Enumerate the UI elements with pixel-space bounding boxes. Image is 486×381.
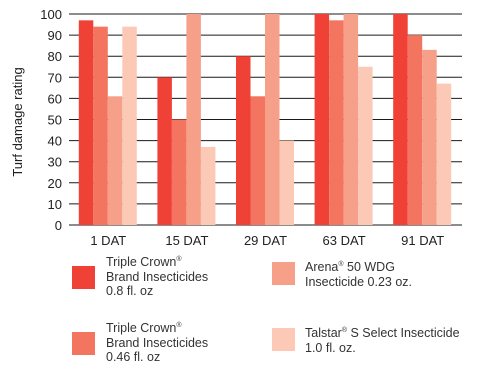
bar: [265, 14, 280, 225]
bar: [393, 14, 408, 225]
legend-swatch: [72, 266, 95, 289]
y-tick-label: 70: [48, 70, 62, 85]
legend-swatch: [72, 332, 95, 355]
y-tick-label: 0: [55, 218, 62, 233]
y-tick-label: 60: [48, 91, 62, 106]
y-tick-label: 10: [48, 197, 62, 212]
bar: [329, 20, 344, 225]
legend-label: Arena® 50 WDG Insecticide 0.23 oz.: [305, 260, 413, 289]
bar: [422, 49, 437, 226]
legend-item-triple-crown-0-8: Triple Crown® Brand Insecticides 0.8 fl.…: [72, 255, 208, 299]
legend-swatch: [272, 328, 295, 351]
y-axis-label: Turf damage rating: [10, 67, 25, 176]
bar: [343, 14, 359, 225]
legend-label: Talstar® S Select Insecticide 1.0 fl. oz…: [305, 326, 460, 355]
legend-item-triple-crown-0-46: Triple Crown® Brand Insecticides 0.46 fl…: [72, 321, 208, 365]
bar: [200, 146, 216, 225]
bar: [93, 26, 108, 225]
bar: [122, 26, 137, 225]
x-axis-ticks: 1 DAT 15 DAT 29 DAT 63 DAT 91 DAT: [90, 233, 444, 248]
y-tick-label: 50: [48, 113, 62, 128]
y-axis-ticks: 0 10 20 30 40 50 60 70 80 90 100: [40, 7, 62, 233]
bar: [78, 20, 94, 225]
x-tick-label: 63 DAT: [323, 233, 366, 248]
legend-item-talstar: Talstar® S Select Insecticide 1.0 fl. oz…: [272, 321, 460, 355]
x-tick-label: 29 DAT: [244, 233, 287, 248]
bars: [78, 14, 452, 226]
legend-item-arena: Arena® 50 WDG Insecticide 0.23 oz.: [272, 255, 412, 289]
x-tick-label: 91 DAT: [401, 233, 444, 248]
bar: [279, 140, 294, 225]
legend-label: Triple Crown® Brand Insecticides 0.8 fl.…: [106, 255, 209, 298]
y-tick-label: 30: [48, 155, 62, 170]
y-tick-label: 100: [40, 7, 62, 22]
bar-chart: 0 10 20 30 40 50 60 70 80 90 100 1 DAT 15 DAT 29 DAT…: [10, 7, 462, 248]
bar: [436, 83, 452, 225]
bar: [407, 35, 423, 225]
legend-label: Triple Crown® Brand Insecticides 0.46 fl…: [106, 321, 209, 364]
y-tick-label: 40: [48, 134, 62, 149]
x-tick-label: 1 DAT: [90, 233, 126, 248]
legend-swatch: [272, 262, 295, 285]
bar: [171, 119, 187, 225]
bar: [107, 96, 123, 225]
bar: [236, 56, 251, 226]
y-tick-label: 20: [48, 176, 62, 191]
x-tick-label: 15 DAT: [165, 233, 208, 248]
y-tick-label: 80: [48, 49, 62, 64]
bar: [186, 14, 201, 225]
y-tick-label: 90: [48, 28, 62, 43]
bar: [314, 14, 330, 225]
bar: [358, 66, 373, 225]
bar: [250, 96, 265, 225]
bar: [157, 77, 172, 225]
